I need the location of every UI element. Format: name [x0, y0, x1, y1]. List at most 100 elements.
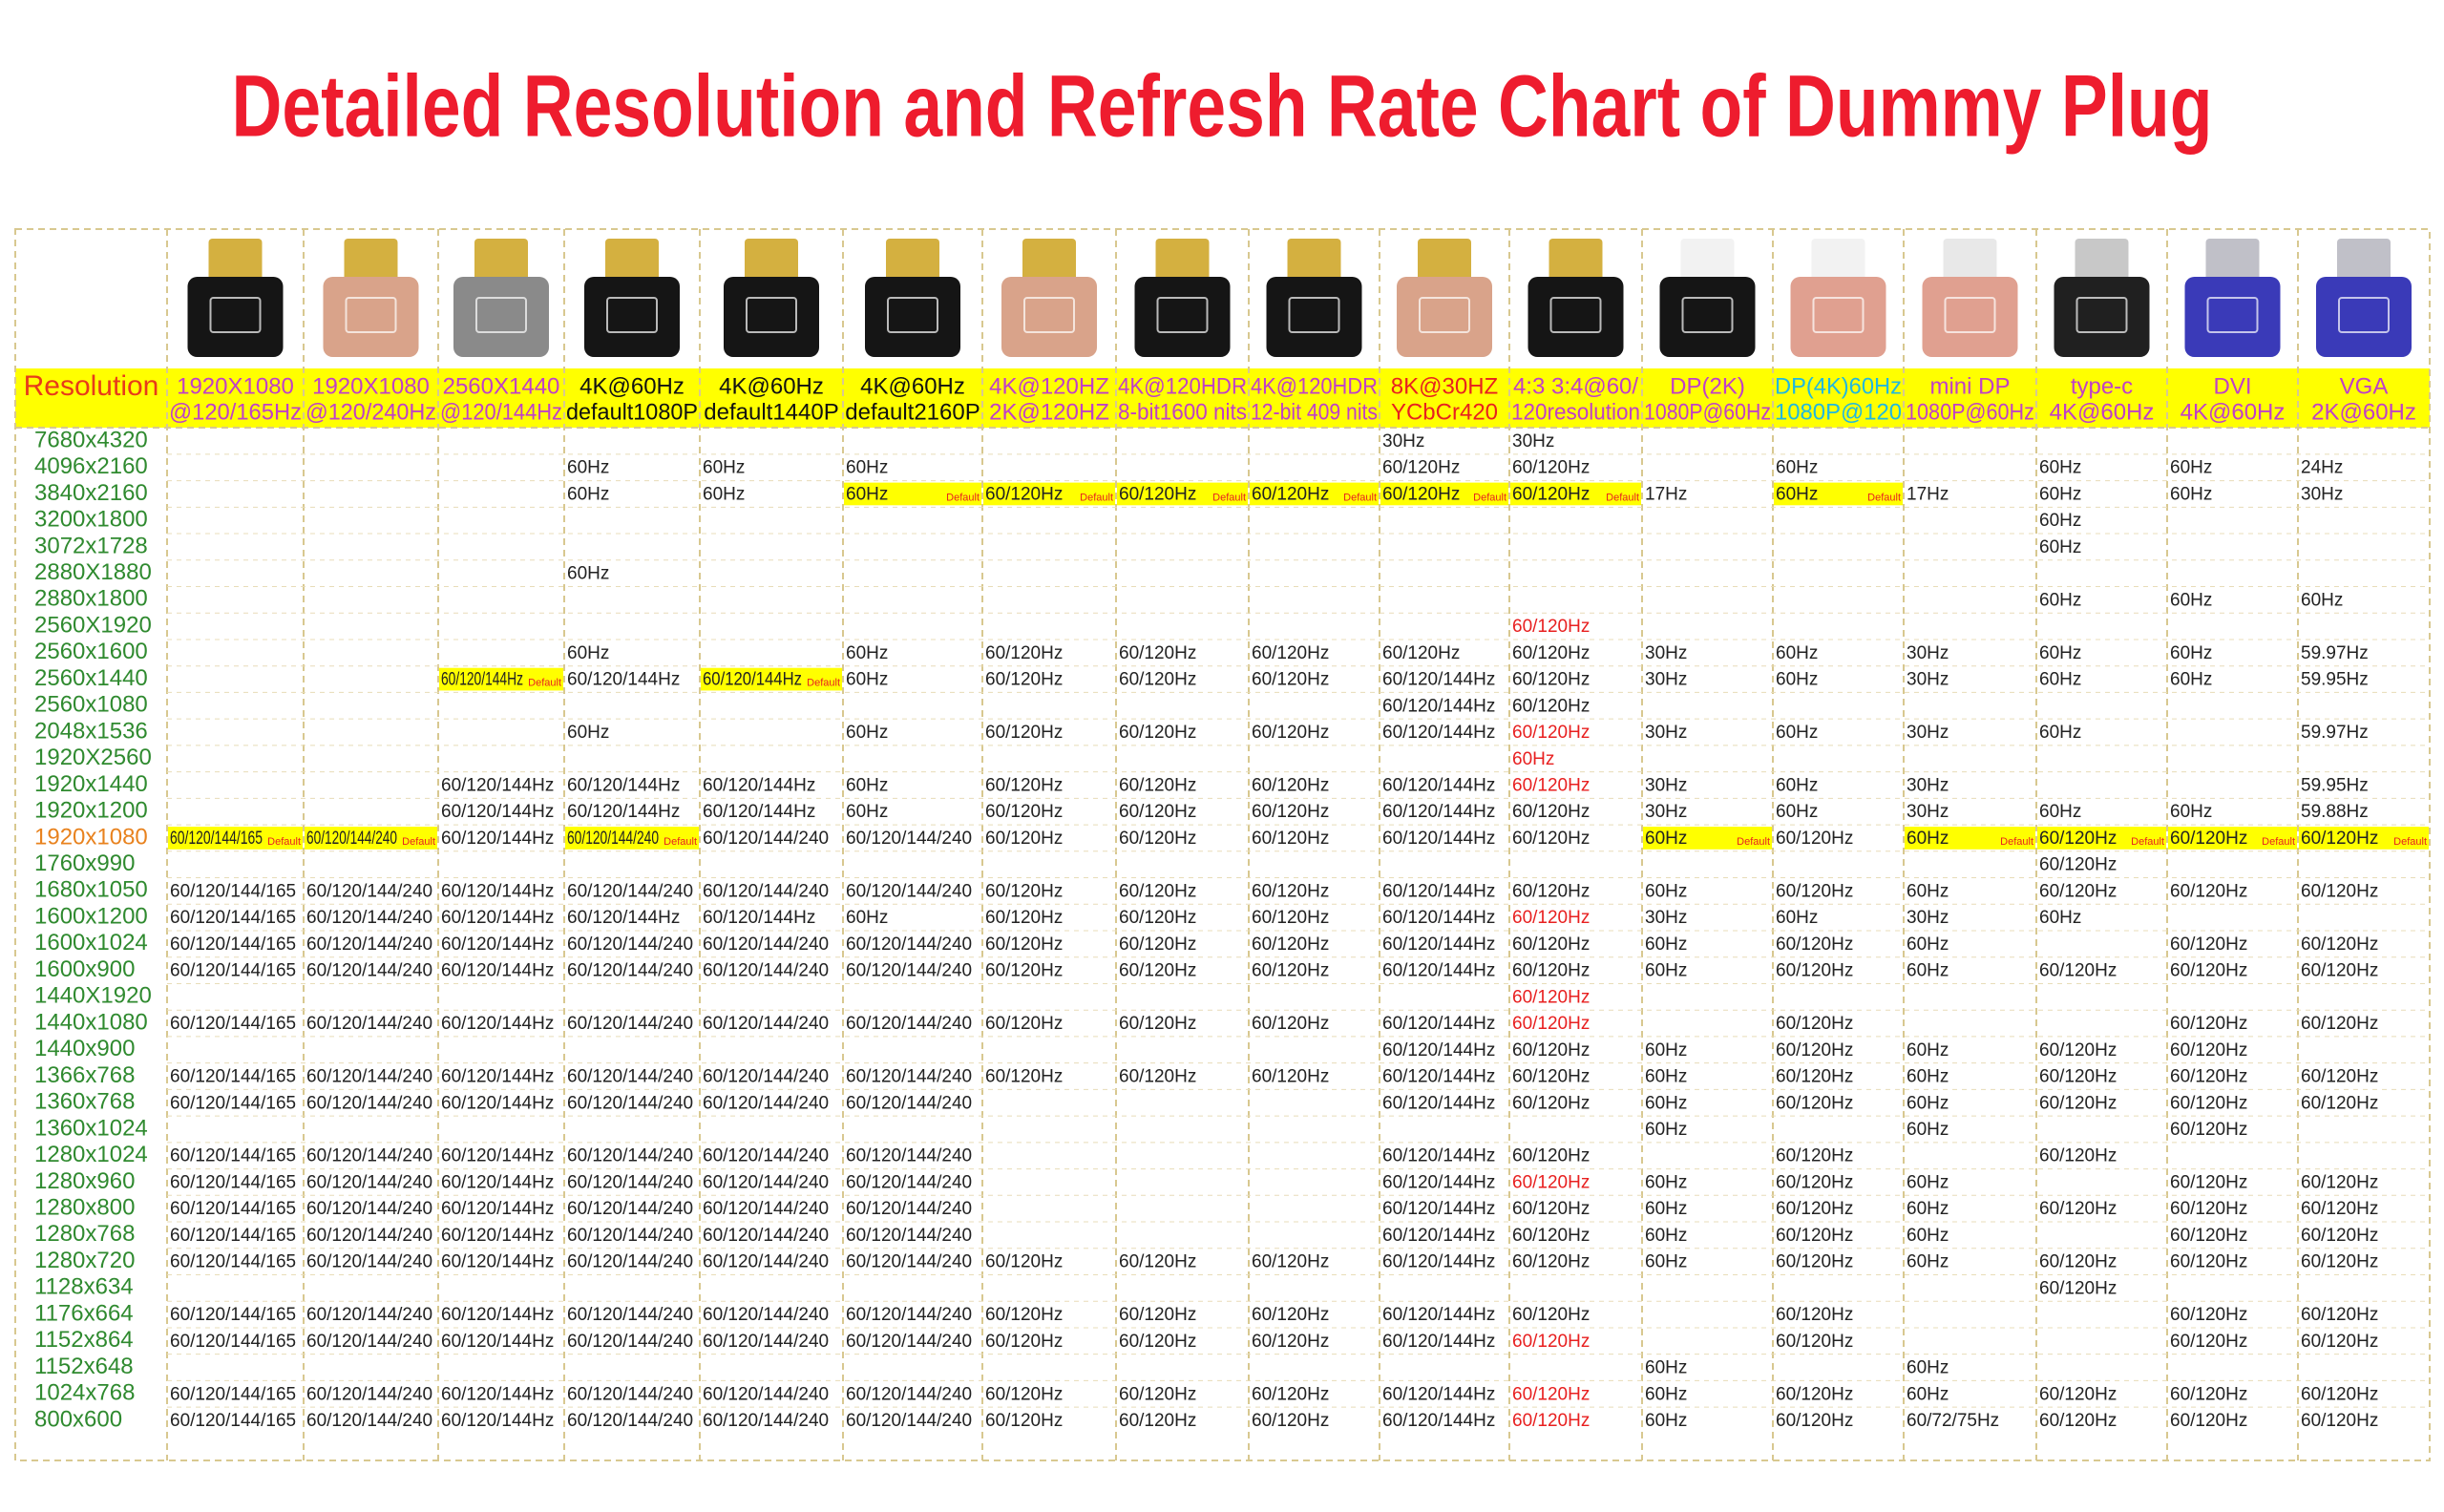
cell-highlight [168, 827, 303, 850]
cell-value: 60/120Hz [985, 723, 1063, 743]
cell-value: 60/120Hz [2170, 1067, 2247, 1087]
cell-value: 60/120/144/240 [703, 829, 829, 849]
device-label [209, 297, 262, 333]
resolution-label: 1360x1024 [34, 1115, 148, 1141]
resolution-label: 1024x768 [34, 1380, 135, 1406]
column-subtitle: @120/165Hz [169, 399, 302, 425]
cell-value: 60/120Hz [1252, 1067, 1329, 1087]
cell-value: 60/120/144Hz [1382, 1014, 1495, 1034]
cell-value: 60/120/144/240 [306, 1332, 432, 1352]
cell-value: 60/120Hz [1252, 1384, 1329, 1404]
cell-value: 60Hz [1776, 776, 1818, 796]
cell-value: 60/120Hz [2301, 1226, 2378, 1246]
cell-value: 60Hz [2039, 802, 2081, 822]
default-note: Default [1737, 836, 1770, 848]
cell-value: 60/120Hz [1252, 1305, 1329, 1325]
cell-value: 60/120/144/240 [306, 1384, 432, 1404]
cell-value: 60/120Hz [1512, 934, 1590, 955]
device-label [2338, 297, 2390, 333]
cell-value: 60/120/144/240 [306, 1226, 432, 1246]
cell-value: 60/120Hz [1512, 723, 1590, 743]
cell-value: 60Hz [1645, 1252, 1687, 1272]
device-label [1288, 297, 1340, 333]
cell-value: 60/120Hz [1252, 1332, 1329, 1352]
cell-value: 60/120/144/240 [306, 881, 432, 901]
cell-value: 60/120Hz [985, 802, 1063, 822]
cell-value: 60/120/144/240 [306, 829, 397, 849]
cell-value: 60/120/144Hz [441, 670, 523, 690]
resolution-label: 2880x1800 [34, 586, 148, 612]
device-connector [886, 239, 939, 281]
device-connector [1155, 239, 1210, 281]
cell-value: 60/120/144/240 [846, 1172, 972, 1192]
cell-value: 60/120Hz [1776, 1040, 1853, 1060]
cell-value: 60Hz [2170, 802, 2212, 822]
default-note: Default [1343, 492, 1377, 503]
cell-value: 60/120Hz [2301, 1199, 2378, 1219]
cell-value: 60/120Hz [1776, 1146, 1853, 1166]
cell-value: 60Hz [1907, 1358, 1949, 1378]
cell-value: 30Hz [1645, 643, 1687, 663]
cell-value: 60/120/144Hz [1382, 934, 1495, 955]
cell-value: 60/120/144/240 [703, 1172, 829, 1192]
column-subtitle: 2K@60Hz [2311, 399, 2416, 425]
cell-value: 60/120Hz [2301, 881, 2378, 901]
cell-value: 60/120/144/240 [306, 908, 432, 928]
resolution-label: 2880X1880 [34, 559, 152, 585]
cell-value: 60/120/144Hz [567, 908, 680, 928]
cell-value: 60/120/144Hz [1382, 961, 1495, 981]
cell-value: 60/120/144/240 [703, 934, 829, 955]
cell-value: 60/120Hz [2039, 961, 2117, 981]
cell-value: 60/120Hz [1512, 1172, 1590, 1192]
cell-value: 60/120/144Hz [1382, 1146, 1495, 1166]
resolution-label: 2048x1536 [34, 718, 148, 744]
cell-value: 60/120Hz [1252, 723, 1329, 743]
cell-value: 60Hz [846, 643, 888, 663]
cell-value: 60/120/144Hz [441, 1384, 554, 1404]
cell-value: 60/120Hz [2170, 1252, 2247, 1272]
cell-value: 60/120/144/240 [846, 1067, 972, 1087]
cell-value: 60/120/144/240 [567, 1172, 693, 1192]
device-body [1134, 277, 1231, 357]
resolution-label: 3840x2160 [34, 480, 148, 506]
cell-value: 60/120/144/240 [846, 1014, 972, 1034]
cell-value: 60/120Hz [985, 643, 1063, 663]
device-label [606, 297, 658, 333]
column-subtitle: 1080P@60Hz [1644, 399, 1771, 425]
resolution-label: 1920x1440 [34, 771, 148, 797]
cell-value: 60Hz [1645, 1067, 1687, 1087]
cell-value: 30Hz [1907, 670, 1949, 690]
cell-value: 60/120Hz [1119, 961, 1196, 981]
cell-value: 60/120/144/240 [306, 1411, 432, 1431]
cell-value: 60/120Hz [1512, 987, 1590, 1007]
cell-value: 60/120Hz [2170, 1411, 2247, 1431]
device-body [1922, 277, 2018, 357]
cell-value: 60/120Hz [2170, 1332, 2247, 1352]
resolution-label: 1280x1024 [34, 1142, 148, 1167]
cell-value: 60/120Hz [985, 776, 1063, 796]
header-band [15, 368, 2430, 428]
device-connector [2075, 239, 2129, 281]
cell-value: 60Hz [2170, 484, 2212, 504]
cell-value: 60/120/144/240 [567, 1146, 693, 1166]
cell-value: 60/120Hz [2039, 1411, 2117, 1431]
cell-value: 60/120/144/240 [567, 1384, 693, 1404]
cell-value: 60/120/144Hz [441, 1411, 554, 1431]
cell-value: 30Hz [1645, 908, 1687, 928]
cell-value: 60/120/144/240 [703, 1226, 829, 1246]
cell-value: 60/120/144Hz [441, 961, 554, 981]
cell-value: 60/120/144Hz [441, 1305, 554, 1325]
cell-value: 60/120/144Hz [1382, 1252, 1495, 1272]
cell-value: 60Hz [1776, 643, 1818, 663]
cell-value: 60/120/144Hz [441, 934, 554, 955]
cell-value: 60/120Hz [985, 881, 1063, 901]
column-subtitle: default1440P [704, 399, 838, 425]
cell-value: 60/120/144/240 [846, 1332, 972, 1352]
device-connector [1943, 239, 1997, 281]
cell-value: 60/120/144/240 [567, 1199, 693, 1219]
resolution-label: 1680x1050 [34, 877, 148, 903]
cell-value: 60Hz [1776, 723, 1818, 743]
cell-value: 60/120Hz [2170, 1172, 2247, 1192]
device-label [475, 297, 527, 333]
